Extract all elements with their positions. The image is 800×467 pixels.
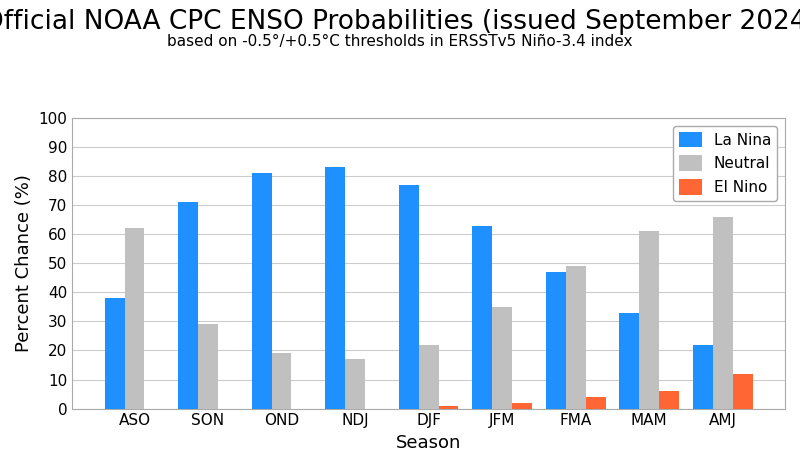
Bar — [659, 391, 679, 409]
Bar — [586, 397, 606, 409]
Bar — [125, 228, 145, 409]
Bar — [198, 324, 218, 409]
Bar — [178, 202, 198, 409]
Text: based on -0.5°/+0.5°C thresholds in ERSSTv5 Niño-3.4 index: based on -0.5°/+0.5°C thresholds in ERSS… — [167, 34, 633, 49]
Bar — [399, 185, 418, 409]
Bar — [473, 226, 492, 409]
X-axis label: Season: Season — [396, 434, 462, 452]
Bar — [546, 272, 566, 409]
Bar — [326, 168, 345, 409]
Bar — [438, 406, 458, 409]
Bar — [105, 298, 125, 409]
Y-axis label: Percent Chance (%): Percent Chance (%) — [15, 174, 33, 352]
Legend: La Nina, Neutral, El Nino: La Nina, Neutral, El Nino — [673, 126, 778, 201]
Bar — [418, 345, 438, 409]
Bar — [619, 313, 639, 409]
Bar — [733, 374, 753, 409]
Bar — [345, 359, 365, 409]
Bar — [713, 217, 733, 409]
Bar — [566, 266, 586, 409]
Bar — [492, 307, 512, 409]
Bar — [272, 354, 291, 409]
Bar — [512, 403, 532, 409]
Text: Official NOAA CPC ENSO Probabilities (issued September 2024): Official NOAA CPC ENSO Probabilities (is… — [0, 9, 800, 35]
Bar — [252, 173, 272, 409]
Bar — [693, 345, 713, 409]
Bar — [639, 231, 659, 409]
